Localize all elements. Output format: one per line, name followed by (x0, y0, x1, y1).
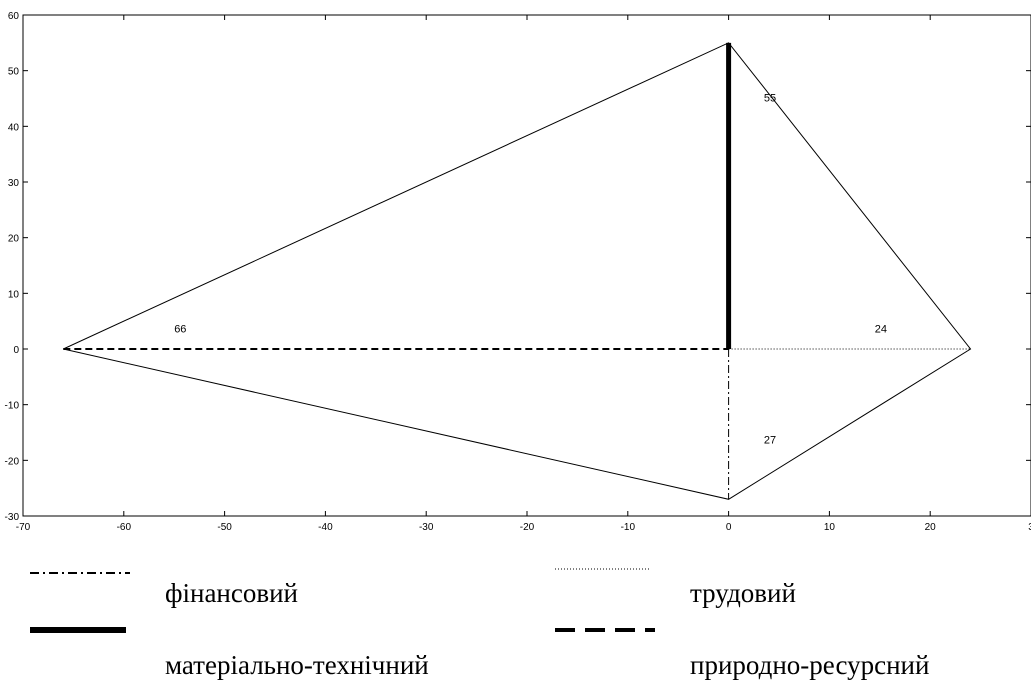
legend-swatch-dashed (555, 628, 655, 632)
y-tick-label: -10 (5, 401, 20, 412)
legend-label-material: матеріально-технічний (165, 650, 429, 680)
y-tick-label: 20 (8, 234, 20, 245)
x-tick-label: 0 (726, 522, 732, 533)
x-tick-label: 3 (1028, 522, 1031, 533)
y-tick-label: -30 (5, 512, 20, 523)
x-tick-label: -10 (621, 522, 636, 533)
legend-label-financial: фінансовий (165, 578, 299, 608)
x-tick-label: 10 (824, 522, 836, 533)
data-labels: 55 66 24 27 (174, 92, 887, 446)
legend-label-natural: природно-ресурсний (690, 650, 930, 680)
x-tick-label: -70 (16, 522, 31, 533)
data-label: 66 (174, 323, 186, 335)
data-label: 27 (764, 435, 776, 447)
axis-ticks: -70 -60 -50 -40 -30 -20 -10 0 10 20 3 -30 -20 -10 0 10 2… (5, 11, 1031, 533)
data-label: 55 (764, 92, 776, 104)
x-tick-label: -40 (318, 522, 333, 533)
x-tick-label: -30 (419, 522, 434, 533)
data-label: 24 (875, 323, 887, 335)
diagram-shapes (63, 42, 972, 500)
y-tick-label: 10 (8, 289, 20, 300)
legend-swatch-solid (30, 627, 126, 633)
legend: фінансовий трудовий матеріально-технічни… (0, 560, 1031, 695)
x-tick-label: 20 (925, 522, 937, 533)
y-tick-label: 0 (13, 345, 19, 356)
legend-swatch-dash-dot (30, 572, 130, 574)
outline-polygon (63, 42, 972, 500)
x-tick-label: -20 (520, 522, 535, 533)
y-tick-label: 60 (8, 11, 20, 22)
y-tick-label: 30 (8, 178, 20, 189)
legend-label-labor: трудовий (690, 578, 796, 608)
y-tick-label: 50 (8, 67, 20, 78)
legend-swatch-dotted (555, 568, 651, 570)
y-tick-label: -20 (5, 456, 20, 467)
y-tick-label: 40 (8, 122, 20, 133)
x-tick-label: -60 (117, 522, 132, 533)
plot-area (22, 14, 1031, 517)
x-tick-label: -50 (217, 522, 232, 533)
chart-canvas: -70 -60 -50 -40 -30 -20 -10 0 10 20 3 -30 -20 -10 0 10 2… (5, 11, 1031, 533)
